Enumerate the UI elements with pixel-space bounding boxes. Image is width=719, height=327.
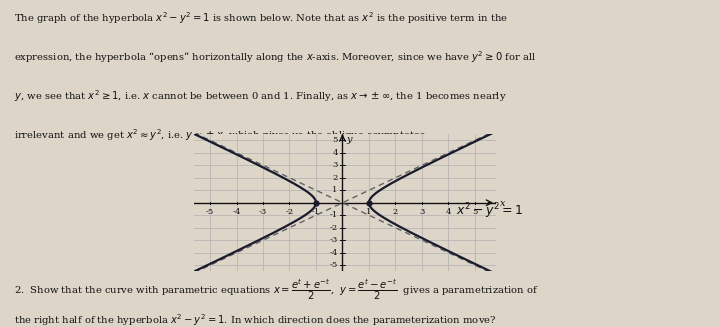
Text: 1: 1 (366, 208, 372, 216)
Text: -2: -2 (285, 208, 293, 216)
Text: 5: 5 (472, 208, 477, 216)
Text: -3: -3 (329, 236, 338, 244)
Text: 3: 3 (332, 161, 338, 169)
Text: -1: -1 (312, 208, 320, 216)
Text: $x^2-y^2=1$: $x^2-y^2=1$ (456, 201, 523, 221)
Text: -1: -1 (329, 211, 338, 219)
Text: -2: -2 (329, 224, 338, 232)
Text: 1: 1 (332, 186, 338, 194)
Text: the right half of the hyperbola $x^2-y^2=1$. In which direction does the paramet: the right half of the hyperbola $x^2-y^2… (14, 312, 497, 327)
Text: 2.  Show that the curve with parametric equations $x=\dfrac{e^t+e^{-t}}{2}$,  $y: 2. Show that the curve with parametric e… (14, 277, 539, 302)
Text: y: y (347, 135, 352, 144)
Text: 4: 4 (446, 208, 452, 216)
Text: $y$, we see that $x^2\geq 1$, i.e. $x$ cannot be between 0 and 1. Finally, as $x: $y$, we see that $x^2\geq 1$, i.e. $x$ c… (14, 88, 507, 104)
Text: The graph of the hyperbola $x^2-y^2=1$ is shown below. Note that as $x^2$ is the: The graph of the hyperbola $x^2-y^2=1$ i… (14, 10, 508, 26)
Text: 4: 4 (332, 149, 338, 157)
Text: x: x (500, 199, 505, 209)
Text: -5: -5 (329, 261, 338, 269)
Text: -4: -4 (329, 249, 338, 257)
Text: -3: -3 (259, 208, 267, 216)
Text: 3: 3 (419, 208, 425, 216)
Text: -5: -5 (206, 208, 214, 216)
Text: -4: -4 (232, 208, 241, 216)
Text: 2: 2 (393, 208, 398, 216)
Text: irrelevant and we get $x^2\approx y^2$, i.e. $y\approx \pm x$, which gives us th: irrelevant and we get $x^2\approx y^2$, … (14, 127, 429, 143)
Text: 2: 2 (332, 174, 338, 182)
Text: expression, the hyperbola “opens” horizontally along the $x$-axis. Moreover, sin: expression, the hyperbola “opens” horizo… (14, 49, 536, 65)
Text: 5: 5 (332, 136, 338, 144)
